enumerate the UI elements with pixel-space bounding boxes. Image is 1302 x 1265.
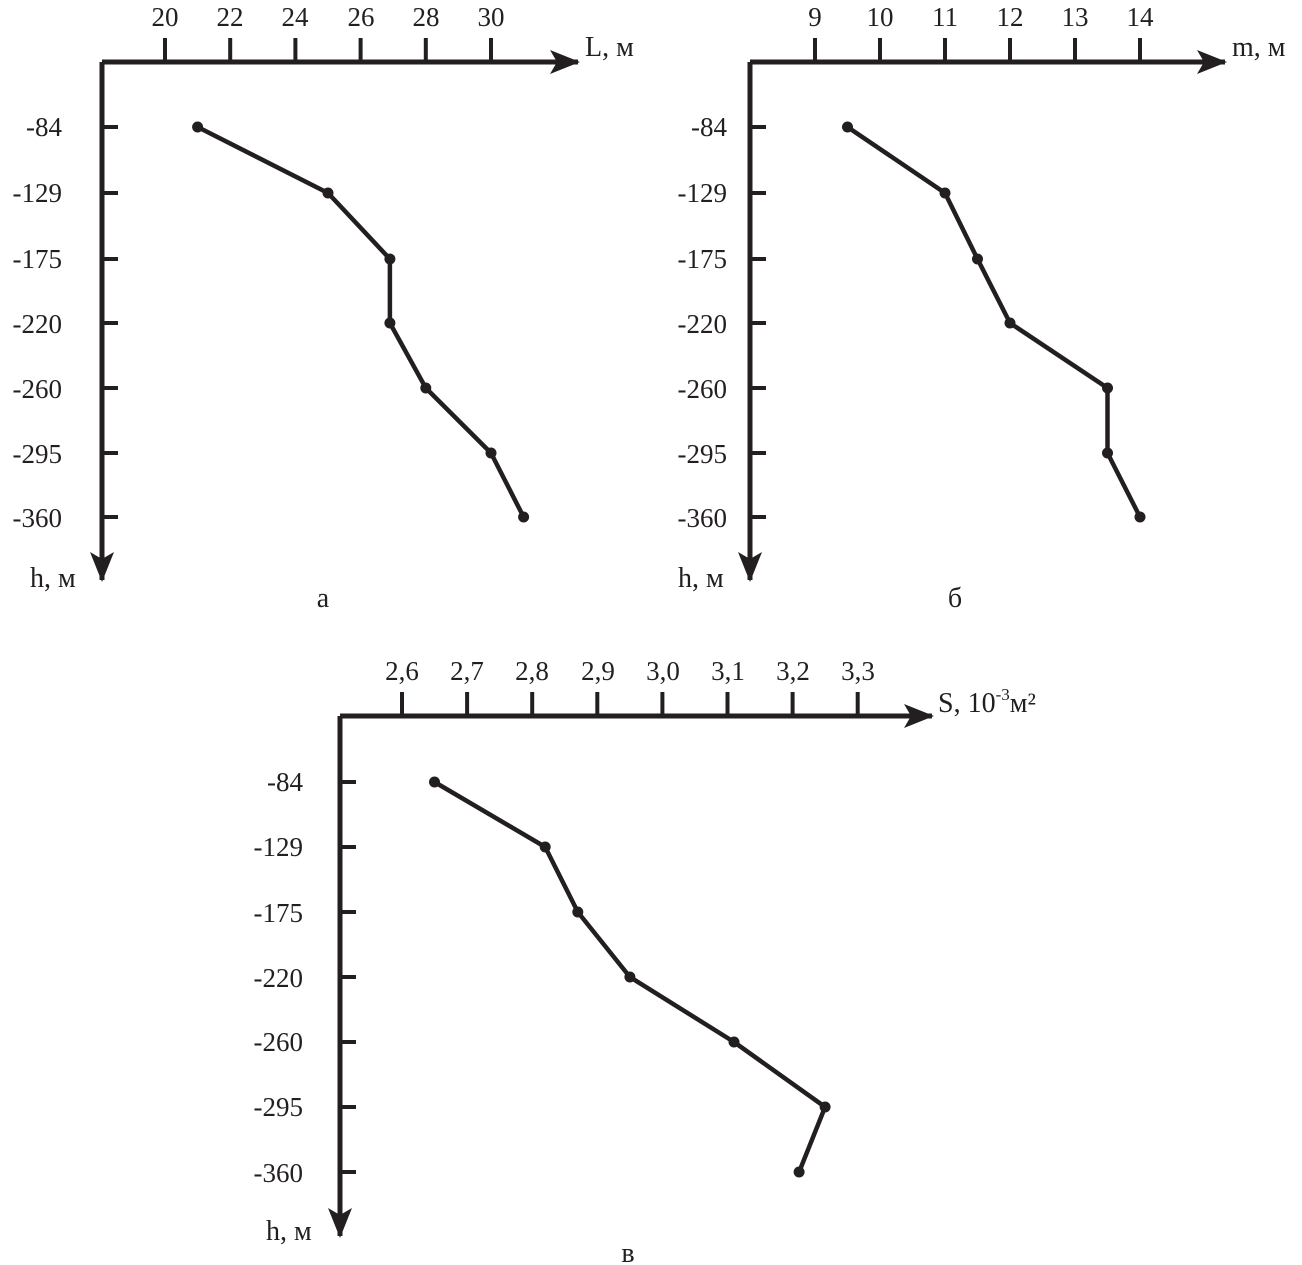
y-tick-label: -84	[26, 112, 62, 142]
y-tick-label: -129	[254, 832, 304, 862]
y-tick-label: -260	[678, 374, 728, 404]
panel-a: 20 22 24 26 28 30 -84 -129 -175 -220 -26…	[13, 2, 635, 614]
y-tick-label: -260	[254, 1027, 304, 1057]
y-tick-label: -129	[678, 178, 728, 208]
data-point	[420, 382, 432, 394]
data-point	[1102, 382, 1113, 394]
data-point	[1134, 511, 1146, 523]
x-tick-label: 12	[997, 2, 1024, 32]
x-tick-label: 2,7	[450, 656, 484, 686]
x-tick-label: 24	[282, 2, 310, 32]
x-axis-label: m, м	[1232, 32, 1286, 63]
data-point	[793, 1166, 805, 1178]
x-tick-label: 3,3	[841, 656, 875, 686]
x-tick-label: 30	[478, 2, 505, 32]
data-point	[518, 511, 530, 523]
x-axis-label: L, м	[585, 32, 634, 63]
panel-letter: в	[621, 1238, 634, 1265]
y-tick-label: -84	[267, 767, 303, 797]
x-tick-label: 2,8	[515, 656, 549, 686]
y-axis-label: h, м	[678, 563, 724, 594]
x-tick-label: 3,2	[776, 656, 810, 686]
x-axis-label-unit: м²	[1010, 688, 1036, 719]
series-line	[195, 124, 526, 520]
y-tick-label: -175	[678, 244, 728, 274]
data-point	[384, 317, 396, 329]
data-point	[572, 906, 584, 918]
x-tick-label: 2,6	[385, 656, 419, 686]
y-tick-label: -220	[254, 963, 304, 993]
y-axis-label: h, м	[30, 563, 76, 594]
data-point	[728, 1036, 740, 1048]
y-tick-label: -175	[254, 898, 304, 928]
y-tick-label: -360	[13, 503, 63, 533]
x-tick-label: 2,9	[581, 656, 615, 686]
x-tick-label: 20	[152, 2, 179, 32]
y-tick-label: -220	[678, 309, 728, 339]
x-tick-label: 13	[1062, 2, 1089, 32]
data-point	[972, 253, 983, 265]
y-tick-label: -295	[13, 439, 63, 469]
data-point	[485, 447, 497, 459]
x-tick-label: 26	[348, 2, 375, 32]
panel-c: 2,6 2,7 2,8 2,9 3,0 3,1 3,2 3,3 -84 -129…	[254, 656, 1036, 1265]
y-axis-label: h, м	[266, 1216, 312, 1247]
x-tick-label: 3,1	[711, 656, 745, 686]
panel-letter: а	[317, 583, 330, 614]
y-tick-label: -260	[13, 374, 63, 404]
x-tick-label: 9	[808, 2, 822, 32]
data-point	[322, 187, 334, 199]
data-point	[1004, 317, 1016, 329]
x-tick-label: 11	[932, 2, 958, 32]
data-point	[842, 121, 853, 133]
x-axis-label: S, 10-3м²	[938, 685, 1036, 719]
x-tick-label: 28	[413, 2, 440, 32]
y-tick-label: -84	[691, 112, 727, 142]
x-axis-label-exponent: -3	[996, 685, 1010, 704]
data-point	[624, 971, 636, 983]
y-tick-label: -360	[254, 1158, 304, 1188]
data-point	[1102, 447, 1113, 459]
x-tick-label: 14	[1127, 2, 1155, 32]
x-axis-label-main: S, 10	[938, 688, 996, 719]
x-tick-label: 10	[867, 2, 894, 32]
y-tick-label: -175	[13, 244, 63, 274]
data-point	[429, 776, 440, 788]
data-point	[384, 253, 396, 265]
series-line	[845, 124, 1143, 520]
data-point	[939, 187, 951, 199]
x-tick-label: 3,0	[646, 656, 680, 686]
panel-letter: б	[948, 583, 962, 614]
y-tick-label: -360	[678, 503, 728, 533]
y-tick-label: -295	[254, 1092, 304, 1122]
y-tick-label: -295	[678, 439, 728, 469]
x-tick-label: 22	[217, 2, 244, 32]
data-point	[819, 1101, 831, 1113]
y-tick-label: -129	[13, 178, 63, 208]
data-point	[539, 841, 551, 853]
panel-b: 9 10 11 12 13 14 -84 -129 -175 -220 -260…	[678, 2, 1286, 614]
y-tick-label: -220	[13, 309, 63, 339]
data-point	[192, 121, 204, 133]
